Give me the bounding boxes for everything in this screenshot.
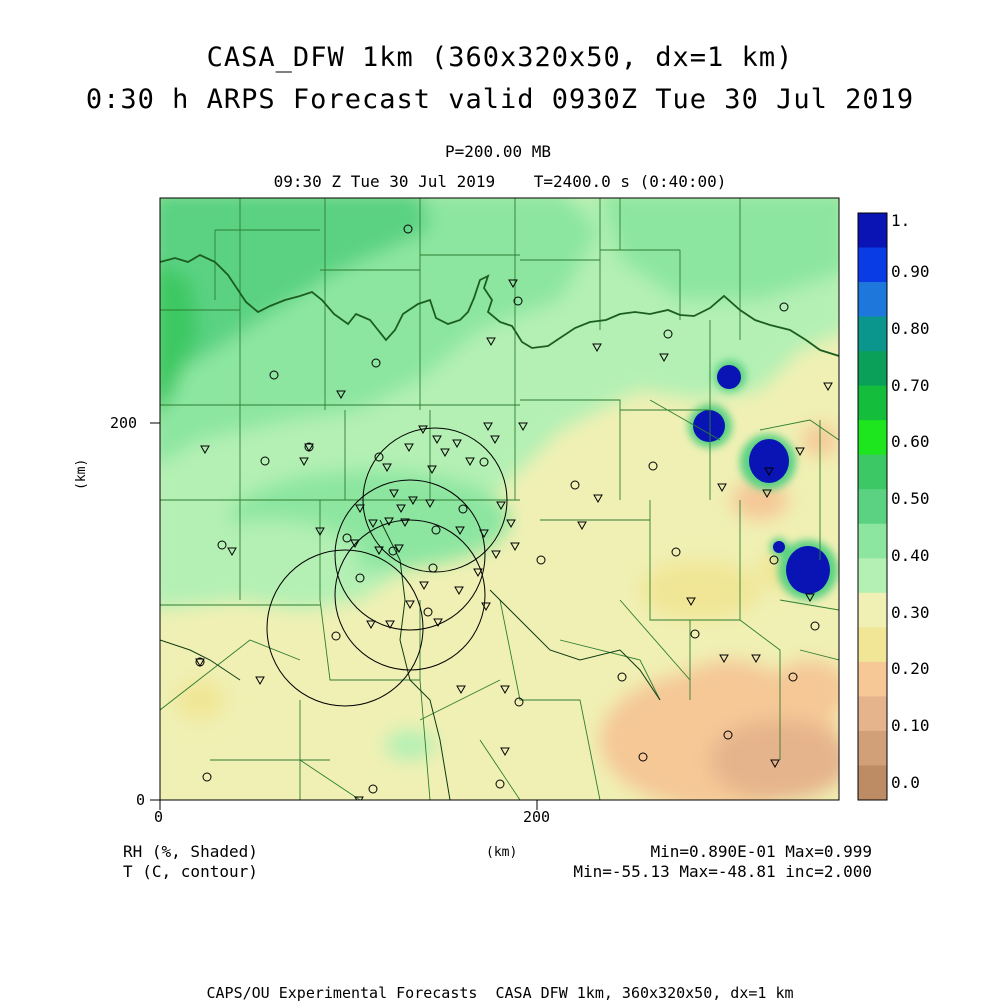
legend-swatch — [858, 213, 887, 249]
legend-swatch — [858, 247, 887, 283]
minmax-t: Min=-55.13 Max=-48.81 inc=2.000 — [573, 862, 872, 881]
title-line-2: 0:30 h ARPS Forecast valid 0930Z Tue 30 … — [85, 84, 915, 115]
legend-swatch — [858, 385, 887, 421]
legend-swatch — [858, 730, 887, 766]
county-boundaries — [160, 198, 839, 800]
legend-label: 0.40 — [891, 545, 930, 565]
rh-shaded-field — [160, 198, 839, 800]
footer-credit: CAPS/OU Experimental Forecasts CASA DFW … — [206, 984, 794, 1002]
legend-label: 0.20 — [891, 659, 930, 679]
legend-swatch — [858, 316, 887, 352]
legend-swatch — [858, 351, 887, 387]
legend-swatch — [858, 489, 887, 525]
legend-label: 0.0 — [891, 773, 920, 792]
x-tick-200: 200 — [523, 808, 551, 826]
station-triangles — [195, 279, 833, 800]
legend-swatch — [858, 558, 887, 594]
legend-swatch — [858, 420, 887, 456]
legend-swatch — [858, 592, 887, 628]
x-tick-0: 0 — [154, 808, 164, 826]
legend-swatch — [858, 454, 887, 490]
legend-swatch — [858, 696, 887, 732]
x-axis-unit: (km) — [486, 845, 518, 860]
legend-swatch — [858, 627, 887, 663]
y-tick-200: 200 — [110, 414, 138, 432]
legend-label: 0.10 — [891, 716, 930, 736]
legend-label: 0.50 — [891, 489, 930, 509]
legend-swatch — [858, 765, 887, 801]
field-label-t: T (C, contour) — [123, 862, 258, 881]
legend-label-top: 1. — [891, 211, 911, 230]
legend-swatch — [858, 523, 887, 559]
field-label-rh: RH (%, Shaded) — [123, 842, 258, 861]
legend-swatch — [858, 661, 887, 697]
legend-label: 0.30 — [891, 602, 930, 622]
station-markers — [195, 224, 820, 794]
map-frame — [159, 197, 840, 801]
color-legend — [857, 212, 888, 801]
legend-swatch — [858, 282, 887, 318]
rivers — [160, 519, 661, 800]
y-axis-unit: (km) — [74, 458, 89, 490]
axis-ticks — [150, 422, 538, 810]
legend-label: 0.70 — [891, 375, 930, 395]
valid-time-label: 09:30 Z Tue 30 Jul 2019 T=2400.0 s (0:40… — [273, 172, 727, 191]
title-line-1: CASA_DFW 1km (360x320x50, dx=1 km) — [206, 42, 794, 73]
pressure-level-label: P=200.00 MB — [445, 142, 551, 161]
legend-frame — [857, 212, 888, 801]
state-boundary — [160, 253, 839, 357]
legend-label: 0.90 — [891, 262, 930, 281]
minmax-rh: Min=0.890E-01 Max=0.999 — [650, 842, 872, 861]
legend-label: 0.60 — [891, 432, 930, 452]
legend-label: 0.80 — [891, 318, 930, 338]
y-tick-0: 0 — [136, 791, 146, 809]
